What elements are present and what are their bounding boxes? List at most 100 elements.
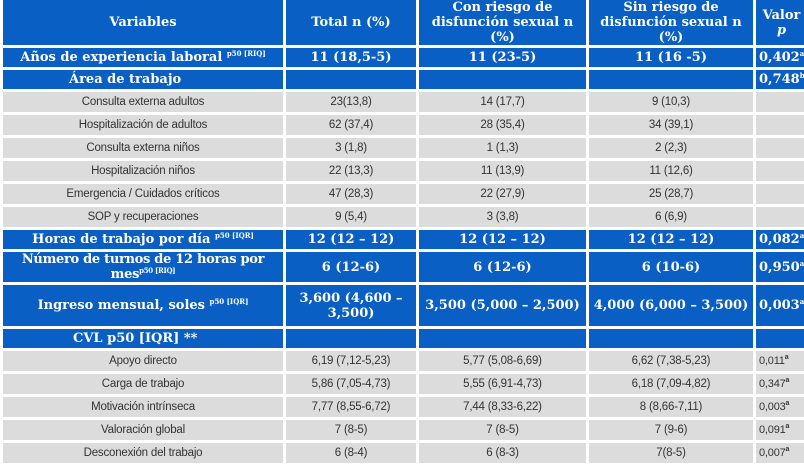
cell-total: 23(13,8) [286, 92, 416, 112]
cell-empty [756, 329, 804, 348]
cell-p: 0,007a [756, 443, 804, 463]
cell-con: 5,77 (5,08-6,69) [419, 351, 586, 371]
header-variables: Variables [3, 0, 283, 45]
row-label: Desconexión del trabajo [3, 443, 283, 463]
cell-sin: 2 (2,3) [589, 138, 753, 158]
table-row: Consulta externa adultos 23(13,8) 14 (17… [3, 92, 804, 112]
cell-con: 7,44 (8,33-6,22) [419, 397, 586, 417]
cell-p: 0,011a [756, 351, 804, 371]
cell-total: 7 (8-5) [286, 420, 416, 440]
cell-p: 0,347a [756, 374, 804, 394]
cell-p: 0,082a [756, 230, 804, 249]
row-horas: Horas de trabajo por día p50 [IQR] 12 (1… [3, 230, 804, 249]
cell-con: 5,55 (6,91-4,73) [419, 374, 586, 394]
cell-empty [419, 70, 586, 89]
cell-sin: 12 (12 – 12) [589, 230, 753, 249]
cell-con: 11 (23-5) [419, 48, 586, 67]
row-label: Hospitalización de adultos [3, 115, 283, 135]
row-label: Hospitalización niños [3, 161, 283, 181]
cell-sin: 6 (10-6) [589, 252, 753, 282]
cell-total: 47 (28,3) [286, 184, 416, 204]
row-label: Valoración global [3, 420, 283, 440]
table-row: Hospitalización niños 22 (13,3) 11 (13,9… [3, 161, 804, 181]
cell-total: 3,600 (4,600 – 3,500) [286, 285, 416, 326]
header-row: Variables Total n (%) Con riesgo de disf… [3, 0, 804, 45]
row-label: Número de turnos de 12 horas por mesp50 … [3, 252, 283, 282]
row-label: Consulta externa adultos [3, 92, 283, 112]
cell-sin: 11 (12,6) [589, 161, 753, 181]
row-label: Área de trabajo [3, 70, 283, 89]
row-label: Consulta externa niños [3, 138, 283, 158]
cell-sin: 4,000 (6,000 – 3,500) [589, 285, 753, 326]
table-row: Carga de trabajo 5,86 (7,05-4,73) 5,55 (… [3, 374, 804, 394]
cell-total: 3 (1,8) [286, 138, 416, 158]
cell-total: 12 (12 – 12) [286, 230, 416, 249]
row-label: CVL p50 [IQR] ** [3, 329, 283, 348]
row-anios: Años de experiencia laboral p50 [RIQ] 11… [3, 48, 804, 67]
cell-empty [756, 115, 804, 135]
table-row: Hospitalización de adultos 62 (37,4) 28 … [3, 115, 804, 135]
cell-total: 11 (18,5-5) [286, 48, 416, 67]
cell-empty [589, 70, 753, 89]
cell-empty [756, 138, 804, 158]
cell-con: 7 (8-5) [419, 420, 586, 440]
cell-sin: 8 (8,66-7,11) [589, 397, 753, 417]
header-con-riesgo: Con riesgo de disfunción sexual n (%) [419, 0, 586, 45]
cell-total: 6,19 (7,12-5,23) [286, 351, 416, 371]
row-ingreso: Ingreso mensual, soles p50 [IQR] 3,600 (… [3, 285, 804, 326]
cell-p: 0,950a [756, 252, 804, 282]
row-label: Ingreso mensual, soles p50 [IQR] [3, 285, 283, 326]
cell-p: 0,402a [756, 48, 804, 67]
table-row: Apoyo directo 6,19 (7,12-5,23) 5,77 (5,0… [3, 351, 804, 371]
header-total: Total n (%) [286, 0, 416, 45]
row-label: Emergencia / Cuidados críticos [3, 184, 283, 204]
cell-sin: 7(8-5) [589, 443, 753, 463]
cell-sin: 9 (10,3) [589, 92, 753, 112]
cell-total: 6 (12-6) [286, 252, 416, 282]
cell-sin: 25 (28,7) [589, 184, 753, 204]
row-turnos: Número de turnos de 12 horas por mesp50 … [3, 252, 804, 282]
cell-p: 0,091a [756, 420, 804, 440]
cell-sin: 6,18 (7,09-4,82) [589, 374, 753, 394]
cell-total: 9 (5,4) [286, 207, 416, 227]
row-label: Motivación intrínseca [3, 397, 283, 417]
cell-con: 11 (13,9) [419, 161, 586, 181]
cell-con: 3 (3,8) [419, 207, 586, 227]
cell-con: 3,500 (5,000 – 2,500) [419, 285, 586, 326]
cell-p: 0,003a [756, 285, 804, 326]
cell-con: 22 (27,9) [419, 184, 586, 204]
cell-sin: 6,62 (7,38-5,23) [589, 351, 753, 371]
row-area: Área de trabajo 0,748b [3, 70, 804, 89]
cell-con: 14 (17,7) [419, 92, 586, 112]
row-cvl: CVL p50 [IQR] ** [3, 329, 804, 348]
header-sin-riesgo: Sin riesgo de disfunción sexual n (%) [589, 0, 753, 45]
cell-sin: 6 (6,9) [589, 207, 753, 227]
cell-p: 0,748b [756, 70, 804, 89]
cell-con: 12 (12 – 12) [419, 230, 586, 249]
table-row: Emergencia / Cuidados críticos 47 (28,3)… [3, 184, 804, 204]
cell-total: 22 (13,3) [286, 161, 416, 181]
cell-total: 6 (8-4) [286, 443, 416, 463]
cell-con: 28 (35,4) [419, 115, 586, 135]
cell-empty [756, 207, 804, 227]
cell-sin: 34 (39,1) [589, 115, 753, 135]
cell-empty [286, 70, 416, 89]
row-label: SOP y recuperaciones [3, 207, 283, 227]
cell-p: 0,003a [756, 397, 804, 417]
row-label: Carga de trabajo [3, 374, 283, 394]
cell-con: 6 (12-6) [419, 252, 586, 282]
table-row: SOP y recuperaciones 9 (5,4) 3 (3,8) 6 (… [3, 207, 804, 227]
cell-con: 6 (8-3) [419, 443, 586, 463]
row-label: Años de experiencia laboral p50 [RIQ] [3, 48, 283, 67]
cell-total: 62 (37,4) [286, 115, 416, 135]
table-row: Motivación intrínseca 7,77 (8,55-6,72) 7… [3, 397, 804, 417]
table-row: Valoración global 7 (8-5) 7 (8-5) 7 (9-6… [3, 420, 804, 440]
cell-total: 7,77 (8,55-6,72) [286, 397, 416, 417]
cell-empty [419, 329, 586, 348]
cell-con: 1 (1,3) [419, 138, 586, 158]
row-label: Apoyo directo [3, 351, 283, 371]
table-row: Desconexión del trabajo 6 (8-4) 6 (8-3) … [3, 443, 804, 463]
cell-empty [756, 161, 804, 181]
cell-empty [756, 92, 804, 112]
